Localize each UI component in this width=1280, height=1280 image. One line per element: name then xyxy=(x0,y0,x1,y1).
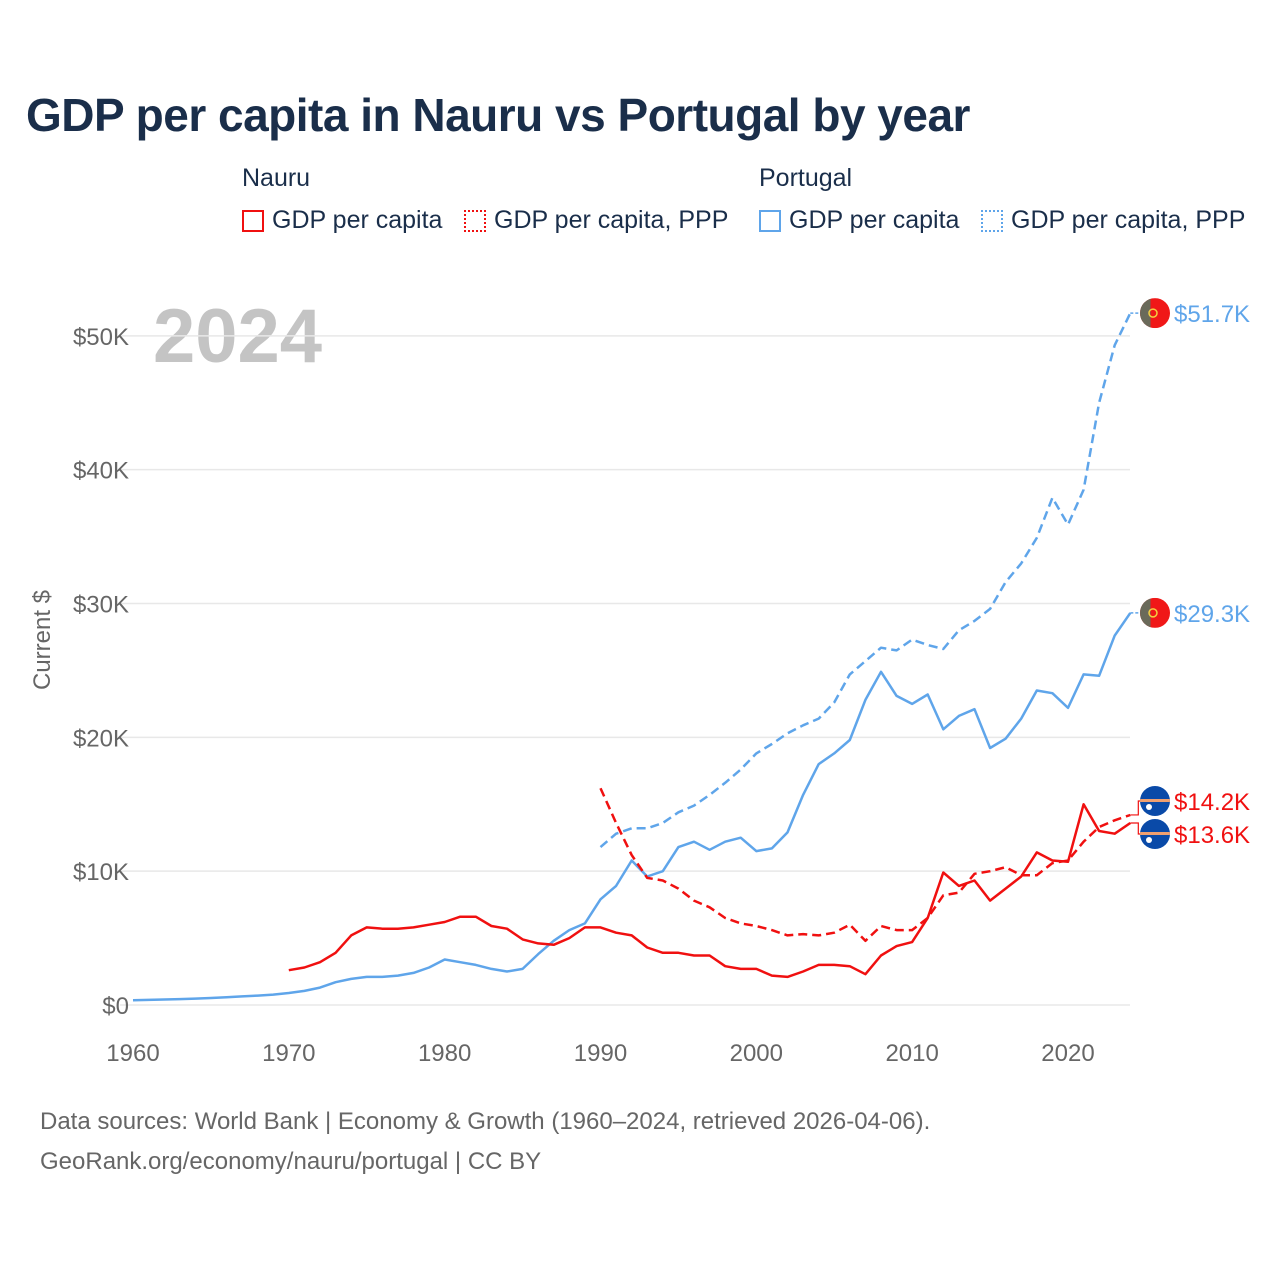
legend-nauru-ppp[interactable]: GDP per capita, PPP xyxy=(464,206,728,235)
end-value-label: $13.6K xyxy=(1174,822,1250,849)
x-tick-label: 1970 xyxy=(262,1040,315,1067)
legend-swatch-solid-red xyxy=(242,209,264,232)
flag-emblem xyxy=(1148,608,1158,618)
legend-label: GDP per capita, PPP xyxy=(494,206,729,234)
y-tick-label: $0 xyxy=(102,993,129,1020)
flag-star xyxy=(1146,837,1152,843)
legend-label: GDP per capita xyxy=(272,206,443,234)
series-line-nauru-gdp-per-capita xyxy=(288,803,1132,979)
flag-body xyxy=(1140,597,1170,628)
portugal-flag-icon xyxy=(1140,597,1170,628)
y-axis-label: Current $ xyxy=(29,590,56,690)
flag-green xyxy=(1140,298,1151,329)
end-value-label: $51.7K xyxy=(1174,301,1250,328)
y-tick-label: $40K xyxy=(73,458,129,485)
flag-stripe xyxy=(1140,832,1170,835)
series-line-nauru-gdp-per-capita-ppp xyxy=(599,787,1131,943)
nauru-flag-icon xyxy=(1140,819,1170,849)
flag-green xyxy=(1140,597,1151,628)
flag-emblem xyxy=(1148,308,1158,318)
series-line-portugal-gdp-per-capita xyxy=(132,612,1132,1002)
legend-swatch-dotted-red xyxy=(464,209,486,232)
x-tick-label: 2000 xyxy=(730,1040,783,1067)
x-tick-label: 2010 xyxy=(885,1040,938,1067)
legend-group-nauru: Nauru xyxy=(242,164,311,192)
chart-title: GDP per capita in Nauru vs Portugal by y… xyxy=(26,89,970,141)
flag-stripe xyxy=(1140,799,1170,802)
source-line-1: Data sources: World Bank | Economy & Gro… xyxy=(40,1108,931,1135)
flag-body xyxy=(1140,786,1170,816)
end-value-label: $29.3K xyxy=(1174,601,1250,628)
legend-label: GDP per capita, PPP xyxy=(1011,206,1246,234)
x-tick-label: 1980 xyxy=(418,1040,471,1067)
portugal-flag-icon xyxy=(1140,298,1170,329)
flag-star xyxy=(1146,804,1152,810)
flag-body xyxy=(1140,819,1170,849)
legend-label: GDP per capita xyxy=(789,206,960,234)
end-value-label: $14.2K xyxy=(1174,789,1250,816)
y-tick-label: $20K xyxy=(73,725,129,752)
flag-body xyxy=(1140,298,1170,329)
x-tick-label: 1960 xyxy=(106,1040,159,1067)
x-tick-label: 2020 xyxy=(1041,1040,1094,1067)
source-line-2[interactable]: GeoRank.org/economy/nauru/portugal | CC … xyxy=(40,1148,542,1175)
y-tick-label: $30K xyxy=(73,592,129,619)
nauru-flag-icon xyxy=(1140,786,1170,816)
legend-portugal-gdp[interactable]: GDP per capita xyxy=(759,206,959,235)
legend-group-portugal: Portugal xyxy=(759,164,853,192)
series-line-portugal-gdp-per-capita-ppp xyxy=(599,312,1132,849)
legend-portugal-ppp[interactable]: GDP per capita, PPP xyxy=(981,206,1245,235)
legend-swatch-dotted-blue xyxy=(981,209,1003,232)
x-tick-label: 1990 xyxy=(574,1040,627,1067)
y-tick-label: $50K xyxy=(73,324,129,351)
legend-nauru-gdp[interactable]: GDP per capita xyxy=(242,206,442,235)
legend-swatch-solid-blue xyxy=(759,209,781,232)
y-tick-label: $10K xyxy=(73,859,129,886)
